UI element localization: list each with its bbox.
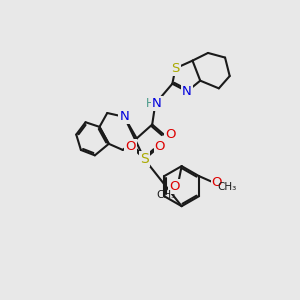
Text: O: O — [212, 176, 222, 189]
Text: N: N — [152, 97, 162, 110]
Text: S: S — [171, 62, 180, 75]
Text: N: N — [119, 110, 129, 123]
Text: H: H — [146, 97, 155, 110]
Text: O: O — [155, 140, 165, 153]
Text: O: O — [125, 140, 136, 153]
Text: CH₃: CH₃ — [157, 190, 176, 200]
Text: CH₃: CH₃ — [218, 182, 237, 192]
Text: O: O — [165, 128, 175, 141]
Text: N: N — [182, 85, 192, 98]
Text: S: S — [140, 152, 149, 166]
Text: O: O — [169, 180, 180, 193]
